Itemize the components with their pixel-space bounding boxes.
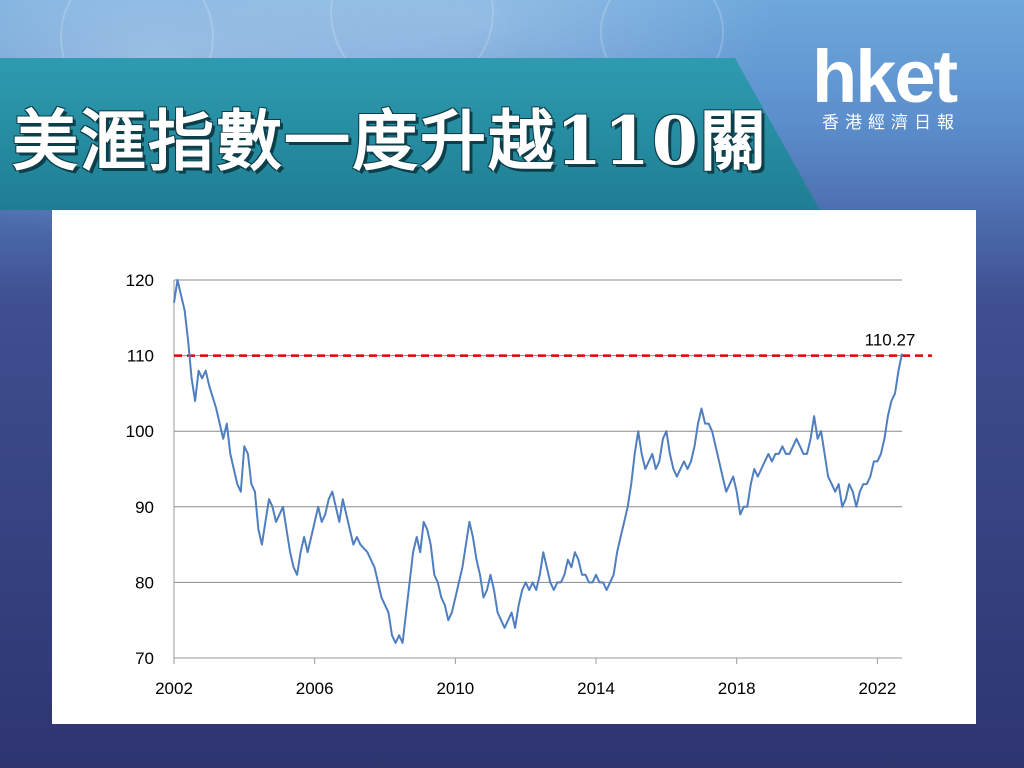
x-tick-label: 2018 (718, 679, 756, 698)
headline: 美滙指數一度升越110關 (12, 102, 768, 180)
dollar-index-chart: 70 80 90 100 110 120 2002 2006 2010 2014 2018 2022… (126, 271, 932, 698)
brand-tagline: 香港經濟日報 (822, 113, 960, 133)
y-tick-label: 70 (135, 649, 154, 668)
y-tick-label: 80 (135, 573, 154, 592)
x-tick-label: 2010 (436, 679, 474, 698)
x-tick-label: 2022 (858, 679, 896, 698)
series-line (173, 279, 903, 644)
y-axis-ticks: 70 80 90 100 110 120 (126, 271, 154, 668)
y-tick-label: 120 (126, 271, 154, 290)
y-tick-label: 110 (127, 347, 154, 366)
y-tick-label: 90 (135, 498, 154, 517)
chart-grid (174, 279, 902, 583)
x-axis-tick-marks (173, 658, 878, 664)
chart-panel (52, 210, 976, 724)
x-tick-label: 2002 (155, 679, 193, 698)
title-band (0, 58, 820, 210)
x-tick-label: 2014 (577, 679, 615, 698)
brand-logo: hket (812, 35, 958, 118)
x-axis-ticks: 2002 2006 2010 2014 2018 2022 (155, 679, 896, 698)
y-tick-label: 100 (126, 422, 154, 441)
latest-value-label: 110.27 (865, 331, 916, 350)
x-tick-label: 2006 (296, 679, 334, 698)
